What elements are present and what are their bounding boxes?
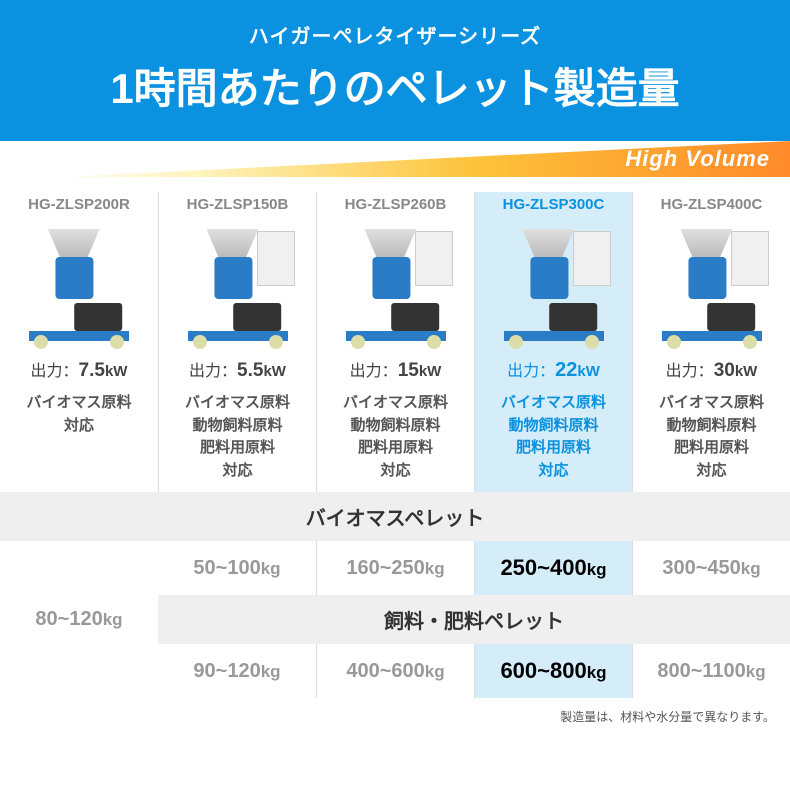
footnote: 製造量は、材料や水分量で異なります。: [0, 698, 790, 725]
section-feed-title: 飼料・肥料ペレット: [158, 595, 790, 644]
output-value: 90~120: [193, 660, 260, 682]
product-materials: バイオマス原料動物飼料原料肥料用原料対応: [161, 392, 314, 482]
output-unit: kg: [746, 662, 766, 681]
output-grid: バイオマスペレット 80~120kg 50~100kg160~250kg250~…: [0, 492, 790, 698]
output-value: 800~1100: [657, 660, 745, 682]
output-unit: kg: [587, 663, 607, 682]
product-model: HG-ZLSP300C: [477, 196, 630, 213]
header-banner: ハイガーペレタイザーシリーズ 1時間あたりのペレット製造量: [0, 0, 790, 141]
product-power: 出力：22kW: [477, 357, 630, 382]
output-unit: kg: [103, 610, 123, 629]
output-cell: 50~100kg: [158, 541, 316, 595]
output-merged-first: 80~120kg: [0, 541, 158, 698]
product-image: [161, 219, 314, 349]
product-materials: バイオマス原料動物飼料原料肥料用原料対応: [319, 392, 472, 482]
output-value: 80~120: [35, 608, 102, 630]
output-value: 600~800: [500, 658, 586, 683]
product-model: HG-ZLSP200R: [2, 196, 156, 213]
product-image: [635, 219, 788, 349]
product-materials: バイオマス原料動物飼料原料肥料用原料対応: [477, 392, 630, 482]
product-column: HG-ZLSP150B 出力：5.5kW バイオマス原料動物飼料原料肥料用原料対応: [158, 192, 316, 492]
output-unit: kg: [741, 559, 761, 578]
output-unit: kg: [425, 662, 445, 681]
output-cell: 250~400kg: [474, 541, 632, 595]
products-row: HG-ZLSP200R 出力：7.5kWバイオマス原料対応HG-ZLSP150B…: [0, 192, 790, 492]
output-cell: 600~800kg: [474, 644, 632, 698]
product-power: 出力：30kW: [635, 357, 788, 382]
output-unit: kg: [261, 559, 281, 578]
volume-label: High Volume: [625, 146, 770, 172]
product-power: 出力：15kW: [319, 357, 472, 382]
output-value: 400~600: [346, 660, 424, 682]
product-model: HG-ZLSP260B: [319, 196, 472, 213]
product-model: HG-ZLSP400C: [635, 196, 788, 213]
output-unit: kg: [425, 559, 445, 578]
product-column: HG-ZLSP400C 出力：30kW バイオマス原料動物飼料原料肥料用原料対応: [632, 192, 790, 492]
product-column: HG-ZLSP300C 出力：22kW バイオマス原料動物飼料原料肥料用原料対応: [474, 192, 632, 492]
output-unit: kg: [587, 560, 607, 579]
product-image: [477, 219, 630, 349]
output-cell: 800~1100kg: [632, 644, 790, 698]
product-image: [2, 219, 156, 349]
product-power: 出力：7.5kW: [2, 357, 156, 382]
output-value: 250~400: [500, 555, 586, 580]
output-cell: 160~250kg: [316, 541, 474, 595]
volume-bar: High Volume: [0, 141, 790, 177]
output-cell: 90~120kg: [158, 644, 316, 698]
output-cell: 300~450kg: [632, 541, 790, 595]
header-title: 1時間あたりのペレット製造量: [10, 55, 780, 116]
output-value: 50~100: [193, 557, 260, 579]
output-cell: 400~600kg: [316, 644, 474, 698]
header-subtitle: ハイガーペレタイザーシリーズ: [10, 20, 780, 49]
output-unit: kg: [261, 662, 281, 681]
product-materials: バイオマス原料動物飼料原料肥料用原料対応: [635, 392, 788, 482]
product-column: HG-ZLSP260B 出力：15kW バイオマス原料動物飼料原料肥料用原料対応: [316, 192, 474, 492]
product-image: [319, 219, 472, 349]
product-power: 出力：5.5kW: [161, 357, 314, 382]
output-value: 300~450: [662, 557, 740, 579]
product-materials: バイオマス原料対応: [2, 392, 156, 437]
product-model: HG-ZLSP150B: [161, 196, 314, 213]
output-value: 160~250: [346, 557, 424, 579]
product-column: HG-ZLSP200R 出力：7.5kW バイオマス原料対応: [0, 192, 158, 492]
section-biomass-title: バイオマスペレット: [0, 492, 790, 541]
